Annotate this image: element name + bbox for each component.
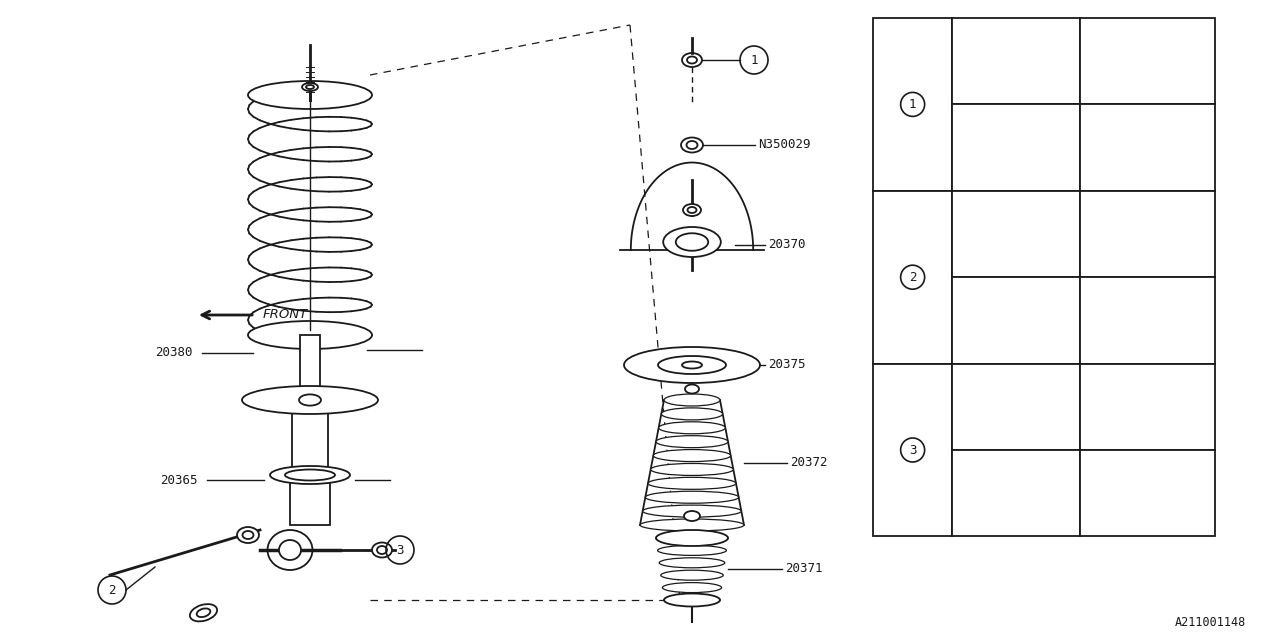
- Bar: [1080, 277, 1215, 364]
- Text: ( -1606): ( -1606): [1119, 400, 1176, 413]
- Text: N350032: N350032: [992, 400, 1041, 413]
- Bar: [1080, 18, 1215, 104]
- Bar: [952, 18, 1080, 104]
- Ellipse shape: [302, 83, 317, 91]
- Ellipse shape: [662, 408, 723, 420]
- Ellipse shape: [687, 207, 696, 213]
- Text: ( -1311): ( -1311): [1119, 227, 1176, 241]
- Text: FRONT: FRONT: [262, 308, 308, 321]
- Ellipse shape: [658, 545, 727, 556]
- Ellipse shape: [658, 356, 726, 374]
- Bar: [292, 395, 328, 475]
- Ellipse shape: [650, 463, 733, 476]
- Text: 3: 3: [909, 444, 916, 456]
- Ellipse shape: [645, 492, 739, 503]
- Ellipse shape: [653, 449, 731, 461]
- Ellipse shape: [682, 53, 701, 67]
- Ellipse shape: [664, 394, 719, 406]
- Text: N37006: N37006: [995, 141, 1038, 154]
- Ellipse shape: [660, 570, 723, 580]
- Ellipse shape: [676, 233, 708, 251]
- Bar: [952, 277, 1080, 364]
- Ellipse shape: [664, 595, 719, 605]
- Ellipse shape: [237, 527, 259, 543]
- Ellipse shape: [643, 505, 741, 517]
- Bar: [300, 335, 320, 395]
- Bar: [1080, 450, 1215, 536]
- Text: <1202- >: <1202- >: [1119, 141, 1176, 154]
- Ellipse shape: [659, 558, 724, 568]
- Text: N350029: N350029: [992, 54, 1041, 68]
- Text: 20380: 20380: [155, 346, 192, 360]
- Ellipse shape: [372, 543, 392, 557]
- Bar: [1080, 191, 1215, 277]
- Ellipse shape: [268, 530, 312, 570]
- Bar: [1080, 104, 1215, 191]
- Ellipse shape: [279, 540, 301, 560]
- Bar: [952, 104, 1080, 191]
- Ellipse shape: [378, 546, 387, 554]
- Bar: [873, 191, 952, 364]
- Ellipse shape: [663, 227, 721, 257]
- Text: 3: 3: [397, 543, 403, 557]
- Ellipse shape: [657, 436, 728, 447]
- Ellipse shape: [685, 385, 699, 394]
- Text: A211001148: A211001148: [1174, 616, 1245, 628]
- Bar: [873, 18, 952, 191]
- Ellipse shape: [684, 511, 700, 521]
- Ellipse shape: [682, 362, 701, 369]
- Text: 20370: 20370: [768, 239, 805, 252]
- Ellipse shape: [648, 477, 736, 490]
- Ellipse shape: [300, 394, 321, 406]
- Bar: [1080, 364, 1215, 450]
- Bar: [291, 475, 330, 525]
- Ellipse shape: [640, 519, 744, 531]
- Bar: [952, 450, 1080, 536]
- Ellipse shape: [285, 470, 335, 481]
- Text: 20375: 20375: [768, 358, 805, 371]
- Text: 20371: 20371: [785, 563, 823, 575]
- Text: ( -1202): ( -1202): [1119, 54, 1176, 68]
- Ellipse shape: [242, 531, 253, 539]
- Bar: [952, 364, 1080, 450]
- Text: 20365: 20365: [160, 474, 197, 486]
- Text: N350022: N350022: [992, 486, 1041, 500]
- Text: <1606- >: <1606- >: [1119, 486, 1176, 500]
- Ellipse shape: [306, 85, 314, 89]
- Text: 1: 1: [750, 54, 758, 67]
- Text: 2: 2: [909, 271, 916, 284]
- Ellipse shape: [270, 466, 349, 484]
- Ellipse shape: [659, 422, 726, 434]
- Ellipse shape: [625, 347, 760, 383]
- Ellipse shape: [189, 604, 218, 621]
- Text: 2: 2: [109, 584, 115, 596]
- Ellipse shape: [681, 138, 703, 152]
- Text: <1311- >: <1311- >: [1119, 314, 1176, 327]
- Ellipse shape: [657, 533, 728, 543]
- Ellipse shape: [663, 582, 722, 593]
- Ellipse shape: [664, 593, 719, 607]
- Ellipse shape: [684, 204, 701, 216]
- Ellipse shape: [686, 141, 698, 149]
- Text: 1: 1: [909, 98, 916, 111]
- Ellipse shape: [242, 386, 378, 414]
- Text: 20372: 20372: [790, 456, 827, 469]
- Text: M000357: M000357: [992, 227, 1041, 241]
- Ellipse shape: [197, 609, 210, 617]
- Ellipse shape: [687, 56, 698, 63]
- Bar: [873, 364, 952, 536]
- Ellipse shape: [248, 321, 372, 349]
- Text: M000435: M000435: [992, 314, 1041, 327]
- Ellipse shape: [657, 530, 728, 546]
- Text: N350029: N350029: [758, 138, 810, 152]
- Bar: [952, 191, 1080, 277]
- Ellipse shape: [248, 81, 372, 109]
